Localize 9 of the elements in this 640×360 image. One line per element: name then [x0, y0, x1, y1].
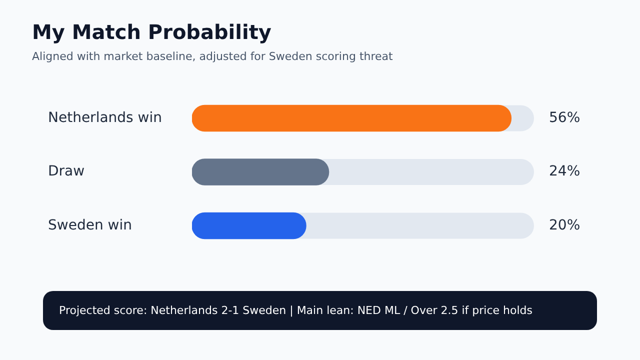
y-tick-label: Draw — [48, 164, 85, 180]
data-label: 20% — [549, 217, 580, 234]
chart-subtitle: Aligned with market baseline, adjusted for Sweden scoring threat — [32, 50, 393, 63]
data-label: 24% — [549, 164, 580, 180]
y-tick-label: Sweden win — [48, 217, 132, 234]
y-tick-label: Netherlands win — [48, 110, 162, 126]
text: Projected score: Netherlands 2-1 Sweden | Main lean: NED ML / Over 2.5 if price holds — [59, 304, 532, 317]
chart-title: My Match Probability — [32, 20, 272, 44]
data-label: 56% — [549, 110, 580, 126]
